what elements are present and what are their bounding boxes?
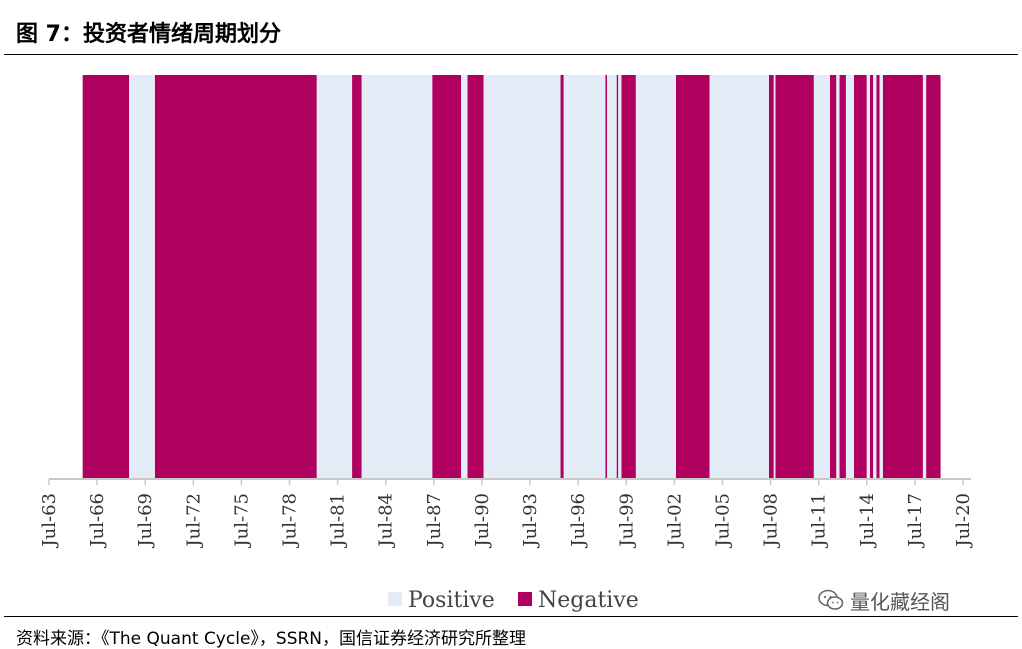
positive-bar-7	[618, 75, 622, 479]
positive-bar-13	[845, 75, 854, 479]
legend: Positive Negative	[388, 588, 639, 613]
negative-bar-10	[768, 75, 774, 479]
positive-bar-3	[461, 75, 468, 479]
negative-bar-15	[869, 75, 874, 479]
x-axis-ticks: Jul-63 Jul-66 Jul-69 Jul-72 Jul-75 Jul-78 Jul-…	[39, 479, 974, 549]
negative-bar-8	[621, 75, 636, 479]
negative-bar-6	[605, 75, 608, 479]
positive-bar-2	[361, 75, 433, 479]
negative-bar-0	[82, 75, 130, 479]
x-tick-label: Jul-84	[376, 493, 397, 549]
x-tick-label: Jul-08	[761, 493, 782, 549]
x-tick-label: Jul-14	[857, 493, 878, 549]
x-tick-label: Jul-90	[472, 493, 493, 549]
negative-bar-5	[560, 75, 564, 479]
positive-bar-12	[836, 75, 840, 479]
negative-bar-13	[839, 75, 846, 479]
figure-title: 图 7：投资者情绪周期划分	[16, 22, 281, 47]
positive-bar-5	[563, 75, 606, 479]
positive-bar-14	[866, 75, 870, 479]
x-tick-label: Jul-78	[280, 493, 301, 549]
negative-bar-11	[775, 75, 814, 479]
x-tick-label: Jul-63	[39, 493, 60, 549]
negative-bar-1	[154, 75, 317, 479]
legend-label-positive: Positive	[408, 588, 495, 613]
positive-bar-10	[773, 75, 776, 479]
top-rule	[4, 54, 1018, 55]
negative-bar-9	[675, 75, 710, 479]
x-tick-label: Jul-11	[809, 493, 830, 549]
negative-bar-4	[467, 75, 484, 479]
positive-bar-1	[316, 75, 353, 479]
x-tick-label: Jul-81	[328, 493, 349, 549]
positive-bar-11	[813, 75, 830, 479]
positive-bar-6	[607, 75, 617, 479]
negative-bar-12	[829, 75, 837, 479]
negative-bar-3	[432, 75, 462, 479]
watermark: 量化藏经阁	[818, 586, 950, 614]
x-tick-label: Jul-96	[568, 493, 589, 549]
x-tick-label: Jul-69	[135, 493, 156, 549]
x-tick-label: Jul-93	[520, 493, 541, 549]
x-tick-label: Jul-99	[616, 493, 637, 549]
x-tick-label: Jul-20	[953, 493, 974, 549]
legend-swatch-negative	[518, 592, 532, 606]
bars-group	[82, 75, 941, 479]
x-tick-label: Jul-02	[664, 493, 685, 549]
bottom-rule	[4, 616, 1018, 617]
legend-swatch-positive	[388, 592, 402, 606]
negative-bar-16	[876, 75, 880, 479]
x-tick-label: Jul-17	[905, 493, 926, 549]
positive-bar-4	[483, 75, 561, 479]
positive-bar-15	[873, 75, 877, 479]
x-tick-label: Jul-87	[424, 493, 445, 549]
negative-bar-14	[853, 75, 867, 479]
negative-bar-17	[882, 75, 923, 479]
watermark-text: 量化藏经阁	[850, 589, 950, 614]
positive-bar-17	[922, 75, 927, 479]
negative-bar-7	[616, 75, 619, 479]
x-tick-label: Jul-05	[712, 493, 733, 549]
positive-bar-16	[879, 75, 883, 479]
positive-bar-8	[635, 75, 676, 479]
positive-bar-9	[709, 75, 769, 479]
positive-bar-0	[129, 75, 155, 479]
x-tick-label: Jul-66	[87, 493, 108, 549]
wechat-icon	[818, 589, 844, 610]
negative-bar-2	[352, 75, 362, 479]
negative-bar-18	[926, 75, 941, 479]
source-note: 资料来源：《The Quant Cycle》，SSRN，国信证券经济研究所整理	[16, 629, 527, 649]
x-tick-label: Jul-72	[183, 493, 204, 549]
x-tick-label: Jul-75	[231, 493, 252, 549]
legend-label-negative: Negative	[538, 588, 639, 613]
